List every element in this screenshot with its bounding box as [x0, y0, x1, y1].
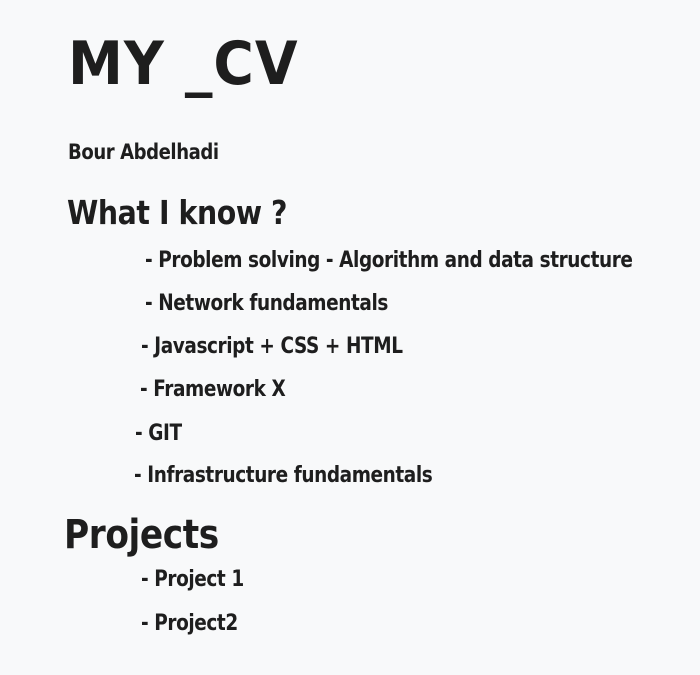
skills-heading: What I know ?	[67, 193, 288, 232]
project-item: - Project 1	[141, 567, 244, 592]
skill-item: - Infrastructure fundamentals	[134, 463, 433, 488]
project-item: - Project2	[141, 611, 238, 636]
projects-heading: Projects	[64, 512, 219, 558]
skill-item: - Problem solving - Algorithm and data s…	[145, 248, 633, 273]
skill-item: - Framework X	[140, 377, 286, 402]
skill-item: - GIT	[135, 421, 182, 446]
author-name: Bour Abdelhadi	[68, 140, 219, 164]
page-title: MY _CV	[68, 29, 299, 99]
skill-item: - Javascript + CSS + HTML	[141, 334, 403, 359]
skill-item: - Network fundamentals	[145, 291, 388, 316]
